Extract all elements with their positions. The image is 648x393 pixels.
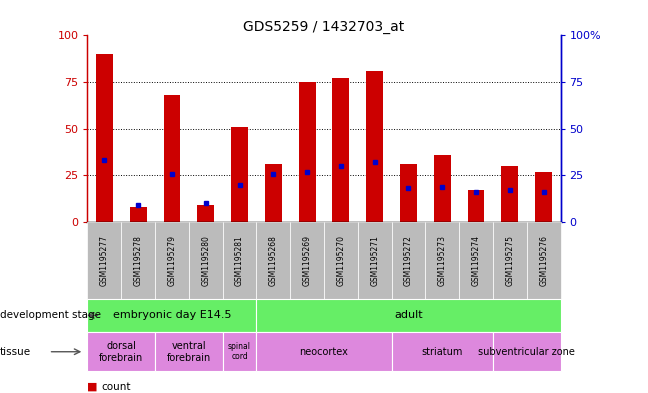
Bar bbox=[493, 332, 561, 371]
Bar bbox=[324, 222, 358, 299]
Text: GSM1195272: GSM1195272 bbox=[404, 235, 413, 286]
Bar bbox=[189, 222, 223, 299]
Bar bbox=[400, 164, 417, 222]
Text: subventricular zone: subventricular zone bbox=[478, 347, 575, 357]
Text: adult: adult bbox=[394, 310, 422, 320]
Text: GSM1195270: GSM1195270 bbox=[336, 235, 345, 286]
Text: GSM1195276: GSM1195276 bbox=[539, 235, 548, 286]
Bar bbox=[257, 299, 561, 332]
Bar bbox=[130, 207, 146, 222]
Text: GSM1195273: GSM1195273 bbox=[438, 235, 446, 286]
Bar bbox=[332, 78, 349, 222]
Bar bbox=[265, 164, 282, 222]
Text: neocortex: neocortex bbox=[299, 347, 349, 357]
Bar bbox=[155, 222, 189, 299]
Bar bbox=[87, 222, 121, 299]
Bar bbox=[459, 222, 493, 299]
Text: GSM1195269: GSM1195269 bbox=[303, 235, 312, 286]
Bar bbox=[121, 222, 155, 299]
Bar bbox=[527, 222, 561, 299]
Bar bbox=[231, 127, 248, 222]
Bar bbox=[87, 332, 155, 371]
Bar bbox=[391, 332, 493, 371]
Text: embryonic day E14.5: embryonic day E14.5 bbox=[113, 310, 231, 320]
Title: GDS5259 / 1432703_at: GDS5259 / 1432703_at bbox=[244, 20, 404, 34]
Bar bbox=[299, 82, 316, 222]
Bar bbox=[502, 166, 518, 222]
Text: GSM1195281: GSM1195281 bbox=[235, 235, 244, 286]
Text: dorsal
forebrain: dorsal forebrain bbox=[99, 341, 143, 362]
Text: ventral
forebrain: ventral forebrain bbox=[167, 341, 211, 362]
Bar bbox=[257, 332, 391, 371]
Text: GSM1195278: GSM1195278 bbox=[133, 235, 143, 286]
Text: GSM1195275: GSM1195275 bbox=[505, 235, 515, 286]
Bar bbox=[223, 222, 257, 299]
Bar bbox=[197, 205, 214, 222]
Bar bbox=[366, 71, 383, 222]
Bar bbox=[358, 222, 391, 299]
Bar bbox=[155, 332, 223, 371]
Text: GSM1195277: GSM1195277 bbox=[100, 235, 109, 286]
Text: GSM1195271: GSM1195271 bbox=[370, 235, 379, 286]
Bar bbox=[87, 299, 257, 332]
Text: GSM1195280: GSM1195280 bbox=[202, 235, 210, 286]
Bar bbox=[257, 222, 290, 299]
Text: tissue: tissue bbox=[0, 347, 31, 357]
Text: count: count bbox=[102, 382, 132, 392]
Bar bbox=[493, 222, 527, 299]
Text: ■: ■ bbox=[87, 382, 98, 392]
Text: spinal
cord: spinal cord bbox=[228, 342, 251, 362]
Bar bbox=[391, 222, 425, 299]
Bar bbox=[535, 172, 552, 222]
Bar bbox=[163, 95, 180, 222]
Bar bbox=[96, 54, 113, 222]
Bar bbox=[290, 222, 324, 299]
Bar bbox=[468, 190, 485, 222]
Text: GSM1195274: GSM1195274 bbox=[472, 235, 481, 286]
Text: GSM1195268: GSM1195268 bbox=[269, 235, 278, 286]
Text: development stage: development stage bbox=[0, 310, 101, 320]
Text: GSM1195279: GSM1195279 bbox=[167, 235, 176, 286]
Bar bbox=[434, 155, 451, 222]
Text: striatum: striatum bbox=[422, 347, 463, 357]
Bar bbox=[223, 332, 257, 371]
Bar bbox=[425, 222, 459, 299]
